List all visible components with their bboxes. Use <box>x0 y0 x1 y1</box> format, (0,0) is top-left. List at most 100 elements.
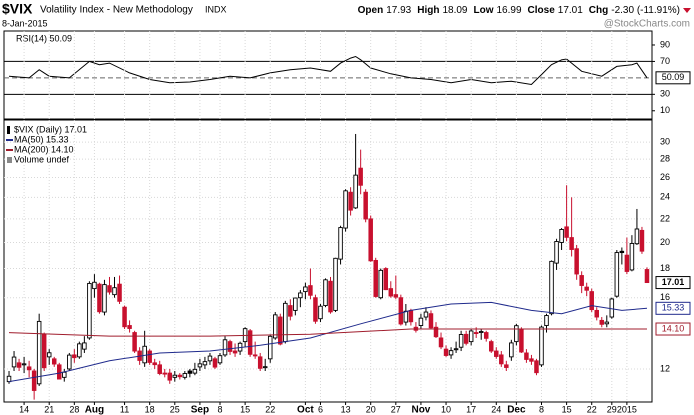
candle-body <box>303 286 308 293</box>
candle-body <box>634 228 640 245</box>
candle-body <box>519 328 524 353</box>
x-tick-label: 8 <box>217 404 222 414</box>
candle-body <box>6 375 12 383</box>
ma-line <box>8 328 647 337</box>
candle-body <box>278 316 283 345</box>
quote-value: 17.93 <box>386 5 411 16</box>
candle-body <box>117 283 122 302</box>
rsi-tick-label: 70 <box>660 56 670 66</box>
y-tick-label: 22 <box>660 213 670 223</box>
candle-body <box>458 334 464 348</box>
candle-body <box>112 287 117 296</box>
candle-body <box>363 191 368 220</box>
x-tick-label: 15 <box>240 404 250 414</box>
candle-body <box>378 269 383 299</box>
candle-body <box>262 366 268 369</box>
y-tick-label: 16 <box>660 292 670 302</box>
candle-body <box>549 260 554 315</box>
candle-body <box>589 291 594 311</box>
candle-body <box>308 285 313 296</box>
last-label: 17.01 <box>662 277 685 287</box>
candle-body <box>152 362 157 366</box>
quote-label: Low <box>474 5 494 16</box>
candle-body <box>433 326 439 338</box>
chart-title: $VIX <box>2 1 33 17</box>
candle-body <box>358 167 363 186</box>
candle-body <box>499 354 504 365</box>
candle-body <box>328 280 333 313</box>
candle-body <box>619 250 625 254</box>
candle-body <box>383 268 389 291</box>
chart-subtitle: Volatility Index - New Methodology <box>40 5 193 16</box>
x-tick-label: 22 <box>587 404 597 414</box>
y-tick-label: 28 <box>660 154 670 164</box>
main-panel <box>3 119 653 403</box>
candle-body <box>609 298 615 318</box>
date: 8-Jan-2015 <box>2 18 48 28</box>
x-tick-label: 29 <box>607 404 617 414</box>
candle-body <box>438 337 444 348</box>
legend-icon <box>7 126 10 134</box>
x-tick-label: 24 <box>491 404 501 414</box>
x-tick-label: Dec <box>507 405 526 415</box>
legend-entry: MA(50) 15.33 <box>14 134 69 144</box>
y-tick-label: 18 <box>660 263 670 273</box>
x-tick-label: 28 <box>69 404 79 414</box>
candle-body <box>629 243 635 271</box>
y-tick-label: 24 <box>660 192 670 202</box>
candle-body <box>579 275 584 286</box>
x-tick-label: 21 <box>44 404 54 414</box>
candle-body <box>293 297 298 311</box>
candle-body <box>368 218 373 262</box>
candle-body <box>483 332 489 339</box>
candle-body <box>212 358 218 368</box>
candle-body <box>147 350 152 363</box>
candle-body <box>569 237 574 250</box>
candle-body <box>509 342 514 358</box>
x-tick-label: Oct <box>297 405 314 415</box>
x-tick-label: Sep <box>191 405 209 415</box>
x-tick-label: 27 <box>391 404 401 414</box>
candle-body <box>463 333 469 344</box>
quote-label: Open <box>358 5 384 16</box>
candle-body <box>172 374 178 378</box>
x-tick-label: 13 <box>341 404 351 414</box>
candle-body <box>102 284 107 313</box>
ma-last-label: 15.33 <box>662 303 685 313</box>
legend-entry: MA(200) 14.10 <box>14 144 74 154</box>
legend-entry: $VIX (Daily) 17.01 <box>14 124 87 134</box>
rsi-legend: RSI(14) 50.09 <box>16 33 72 43</box>
y-tick-label: 12 <box>660 363 670 373</box>
watermark: @StockCharts.com <box>604 19 690 30</box>
candle-body <box>514 325 519 343</box>
rsi-tick-label: 10 <box>660 105 670 115</box>
candle-body <box>162 372 167 375</box>
ma-line <box>8 301 648 383</box>
x-tick-label: 14 <box>19 404 29 414</box>
candle-body <box>624 254 630 272</box>
candle-body <box>67 354 72 370</box>
candle-body <box>298 292 303 299</box>
rsi-line <box>8 55 648 86</box>
candle-body <box>373 259 378 297</box>
candle-body <box>554 241 559 264</box>
candle-body <box>257 356 263 369</box>
candle-body <box>639 229 645 252</box>
exchange: INDX <box>205 4 227 14</box>
x-tick-label: 25 <box>170 404 180 414</box>
candle-body <box>323 279 328 307</box>
candle-body <box>504 364 509 368</box>
candle-body <box>21 363 27 366</box>
candle-body <box>26 366 32 371</box>
x-tick-label: 11 <box>120 404 129 414</box>
candle-body <box>72 354 77 359</box>
quote-value: 17.01 <box>558 5 583 16</box>
candle-body <box>524 352 529 360</box>
candle-body <box>534 360 539 374</box>
candle-body <box>227 341 233 352</box>
candle-body <box>594 309 599 318</box>
candle-body <box>267 335 273 360</box>
candle-body <box>288 305 293 317</box>
candle-body <box>343 190 348 229</box>
candle-body <box>11 356 17 368</box>
